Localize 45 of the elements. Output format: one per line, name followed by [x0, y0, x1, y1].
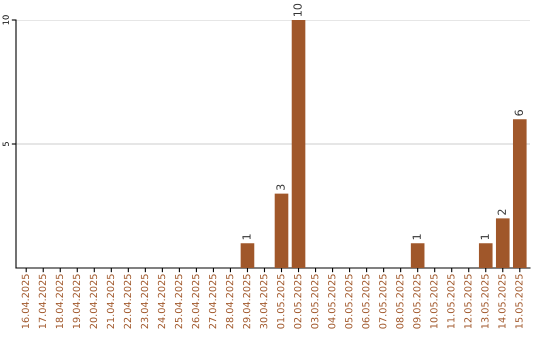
- x-tick-label: 05.05.2025: [345, 274, 352, 329]
- data-label: 1: [480, 234, 489, 240]
- x-tick-label: 14.05.2025: [498, 274, 506, 328]
- data-label: 1: [242, 234, 251, 240]
- x-tick-label: 17.04.2025: [38, 274, 46, 328]
- bar: [274, 194, 288, 268]
- x-tick-label: 19.04.2025: [72, 274, 80, 328]
- x-tick-label: 12.05.2025: [464, 274, 472, 328]
- data-label: 3: [276, 184, 285, 190]
- x-tick-label: 15.05.2025: [515, 274, 523, 328]
- x-tick-label: 28.04.2025: [226, 274, 234, 329]
- x-tick-label: 10.05.2025: [430, 274, 438, 328]
- bar: [292, 20, 306, 268]
- x-tick-label: 04.05.2025: [328, 274, 336, 329]
- x-tick-label: 13.05.2025: [481, 274, 489, 328]
- bar: [240, 243, 254, 268]
- x-tick-label: 22.04.2025: [124, 274, 132, 329]
- x-tick-label: 20.04.2025: [90, 274, 98, 329]
- data-label: 6: [514, 110, 524, 116]
- x-tick-label: 18.04.2025: [56, 274, 64, 328]
- x-tick-label: 07.05.2025: [379, 274, 386, 329]
- x-tick-label: 26.04.2025: [192, 274, 200, 329]
- x-tick-label: 23.04.2025: [140, 274, 148, 329]
- data-label: 2: [498, 210, 506, 215]
- bar: [478, 243, 493, 268]
- bar: [496, 218, 510, 268]
- x-tick-label: 27.04.2025: [208, 274, 216, 329]
- x-tick-label: 30.04.2025: [260, 274, 268, 328]
- x-tick-label: 16.04.2025: [22, 274, 30, 328]
- x-tick-label: 24.04.2025: [158, 274, 166, 329]
- data-label: 10: [293, 4, 302, 16]
- x-tick-label: 25.04.2025: [174, 274, 182, 329]
- data-label: 1: [412, 234, 421, 240]
- x-tick-label: 03.05.2025: [311, 274, 318, 329]
- x-tick-label: 02.05.2025: [294, 274, 302, 329]
- x-tick-label: 01.05.2025: [276, 274, 284, 329]
- x-tick-label: 08.05.2025: [396, 274, 404, 329]
- x-tick-label: 09.05.2025: [413, 274, 420, 329]
- bar: [512, 119, 527, 268]
- x-tick-label: 29.04.2025: [242, 274, 250, 329]
- y-tick-label: 5: [2, 142, 9, 146]
- x-tick-label: 06.05.2025: [362, 274, 370, 329]
- bar: [410, 243, 424, 268]
- x-tick-label: 11.05.2025: [447, 274, 455, 328]
- x-tick-label: 21.04.2025: [106, 274, 114, 329]
